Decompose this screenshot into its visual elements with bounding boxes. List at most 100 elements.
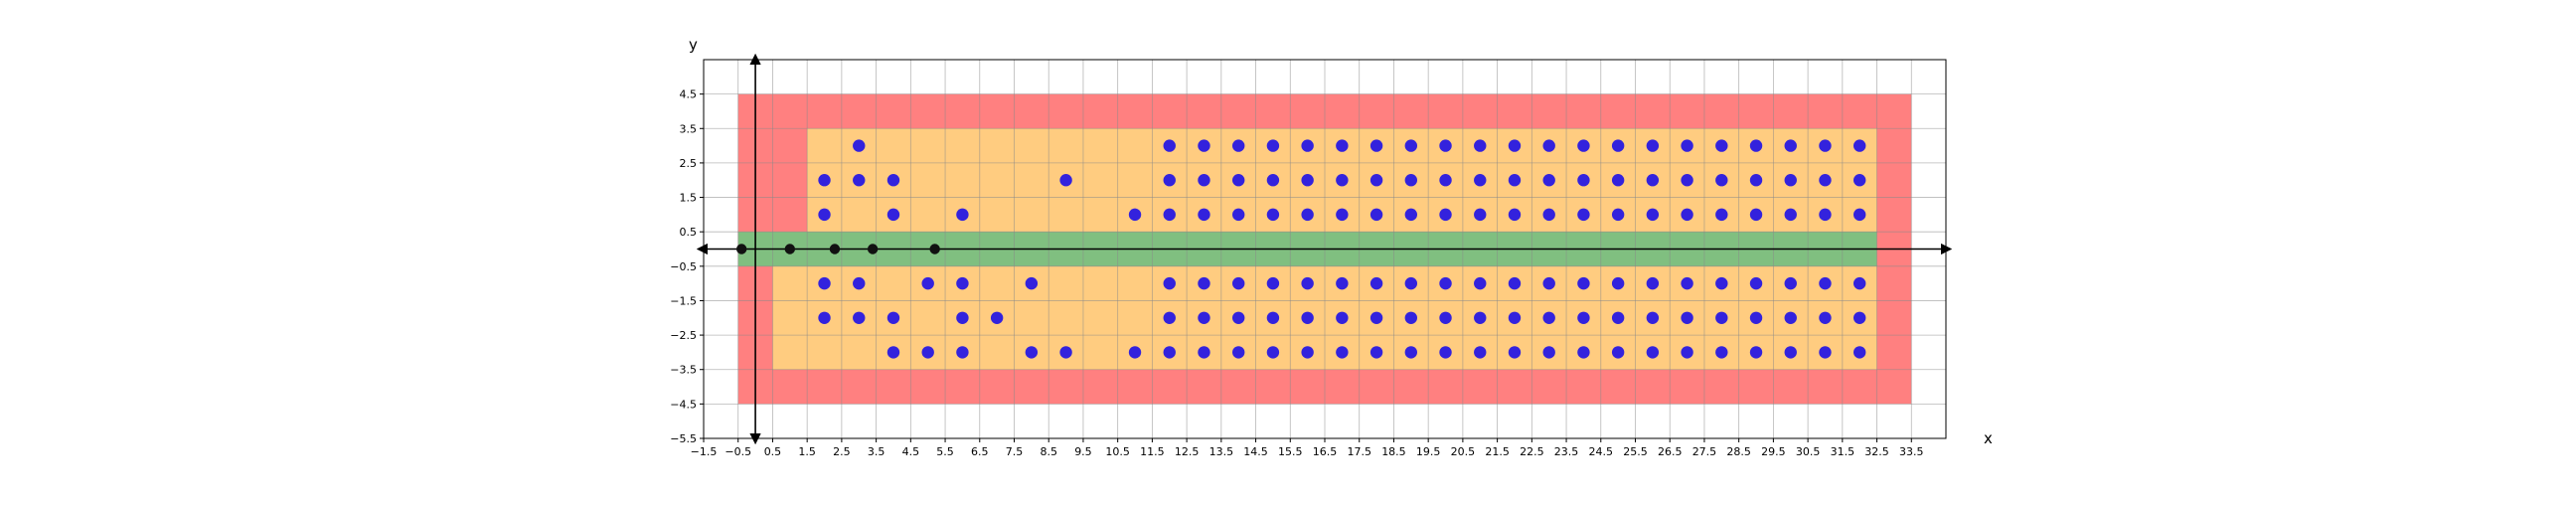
x-tick-label: 16.5 — [1313, 445, 1338, 458]
blue-point — [1508, 208, 1522, 222]
x-tick-label: 0.5 — [764, 445, 782, 458]
blue-point — [1749, 208, 1763, 222]
blue-point — [1508, 276, 1522, 290]
blue-point — [1369, 311, 1383, 324]
blue-point — [1749, 139, 1763, 152]
blue-point — [1852, 276, 1866, 290]
y-tick-label: 2.5 — [680, 157, 698, 170]
blue-point — [886, 208, 900, 222]
blue-point — [1819, 139, 1832, 152]
blue-point — [1508, 139, 1522, 152]
blue-point — [956, 276, 969, 290]
x-tick-label: 9.5 — [1074, 445, 1092, 458]
blue-point — [1749, 346, 1763, 359]
blue-point — [1474, 174, 1487, 187]
blue-point — [1508, 311, 1522, 324]
blue-point — [1163, 139, 1176, 152]
blue-point — [1715, 174, 1728, 187]
blue-point — [1336, 139, 1349, 152]
blue-point — [853, 276, 866, 290]
x-tick-label: 26.5 — [1658, 445, 1683, 458]
blue-point — [956, 346, 969, 359]
x-tick-label: 22.5 — [1520, 445, 1544, 458]
blue-point — [1301, 208, 1314, 222]
blue-point — [1784, 139, 1797, 152]
x-tick-label: 14.5 — [1243, 445, 1268, 458]
x-tick-label: −1.5 — [691, 445, 718, 458]
x-tick-label: 29.5 — [1761, 445, 1786, 458]
blue-point — [1266, 139, 1280, 152]
blue-point — [1611, 139, 1625, 152]
blue-point — [1646, 311, 1660, 324]
blue-point — [1577, 174, 1590, 187]
blue-point — [1301, 139, 1314, 152]
y-tick-label: −1.5 — [670, 294, 697, 307]
blue-point — [1369, 346, 1383, 359]
blue-point — [1439, 276, 1452, 290]
x-tick-label: 21.5 — [1485, 445, 1510, 458]
blue-point — [1577, 311, 1590, 324]
blue-point — [1749, 174, 1763, 187]
y-tick-label: −0.5 — [670, 260, 697, 273]
blue-point — [1784, 346, 1797, 359]
blue-point — [853, 174, 866, 187]
blue-point — [1542, 208, 1555, 222]
blue-point — [818, 311, 831, 324]
x-tick-label: 4.5 — [902, 445, 920, 458]
blue-point — [1301, 174, 1314, 187]
y-tick-label: 4.5 — [680, 88, 698, 101]
blue-point — [1819, 208, 1832, 222]
y-tick-label: −5.5 — [670, 432, 697, 445]
blue-point — [1369, 208, 1383, 222]
blue-point — [1784, 311, 1797, 324]
blue-point — [886, 311, 900, 324]
blue-point — [818, 276, 831, 290]
blue-point — [1646, 346, 1660, 359]
blue-point — [1542, 276, 1555, 290]
black-point — [829, 244, 841, 254]
blue-point — [1852, 174, 1866, 187]
x-tick-label: 23.5 — [1554, 445, 1579, 458]
black-point — [929, 244, 940, 254]
axes — [696, 53, 1953, 445]
blue-point — [1611, 276, 1625, 290]
blue-point — [1301, 346, 1314, 359]
blue-point — [853, 311, 866, 324]
blue-point — [853, 139, 866, 152]
blue-point — [1611, 346, 1625, 359]
blue-point — [1163, 311, 1176, 324]
blue-point — [1336, 346, 1349, 359]
blue-point — [1128, 346, 1142, 359]
blue-point — [1231, 174, 1245, 187]
x-tick-label: 17.5 — [1347, 445, 1371, 458]
blue-point — [1439, 139, 1452, 152]
y-tick-label: 3.5 — [680, 122, 698, 135]
x-tick-label: 12.5 — [1175, 445, 1200, 458]
y-tick-labels: −5.5 −4.5 −3.5 −2.5 −1.5 −0.5 0.5 1.5 2.5 3.5 4.5 — [670, 88, 704, 445]
blue-point — [1404, 208, 1418, 222]
x-tick-label: 10.5 — [1105, 445, 1130, 458]
blue-point — [1646, 139, 1660, 152]
blue-point — [1231, 311, 1245, 324]
blue-point — [1231, 346, 1245, 359]
blue-point — [1336, 174, 1349, 187]
blue-point — [1231, 208, 1245, 222]
x-axis-label: x — [1984, 429, 1993, 447]
blue-point — [1266, 208, 1280, 222]
blue-point — [1369, 276, 1383, 290]
blue-point — [1681, 139, 1693, 152]
y-tick-label: 0.5 — [680, 226, 698, 239]
blue-point — [1163, 208, 1176, 222]
blue-point — [1577, 139, 1590, 152]
blue-point — [1646, 208, 1660, 222]
blue-point — [1577, 346, 1590, 359]
x-tick-label: 28.5 — [1726, 445, 1751, 458]
x-tick-label: 1.5 — [798, 445, 816, 458]
blue-point — [1715, 276, 1728, 290]
x-tick-label: 24.5 — [1589, 445, 1614, 458]
x-tick-label: 3.5 — [868, 445, 886, 458]
blue-point — [1646, 174, 1660, 187]
blue-point — [1784, 174, 1797, 187]
